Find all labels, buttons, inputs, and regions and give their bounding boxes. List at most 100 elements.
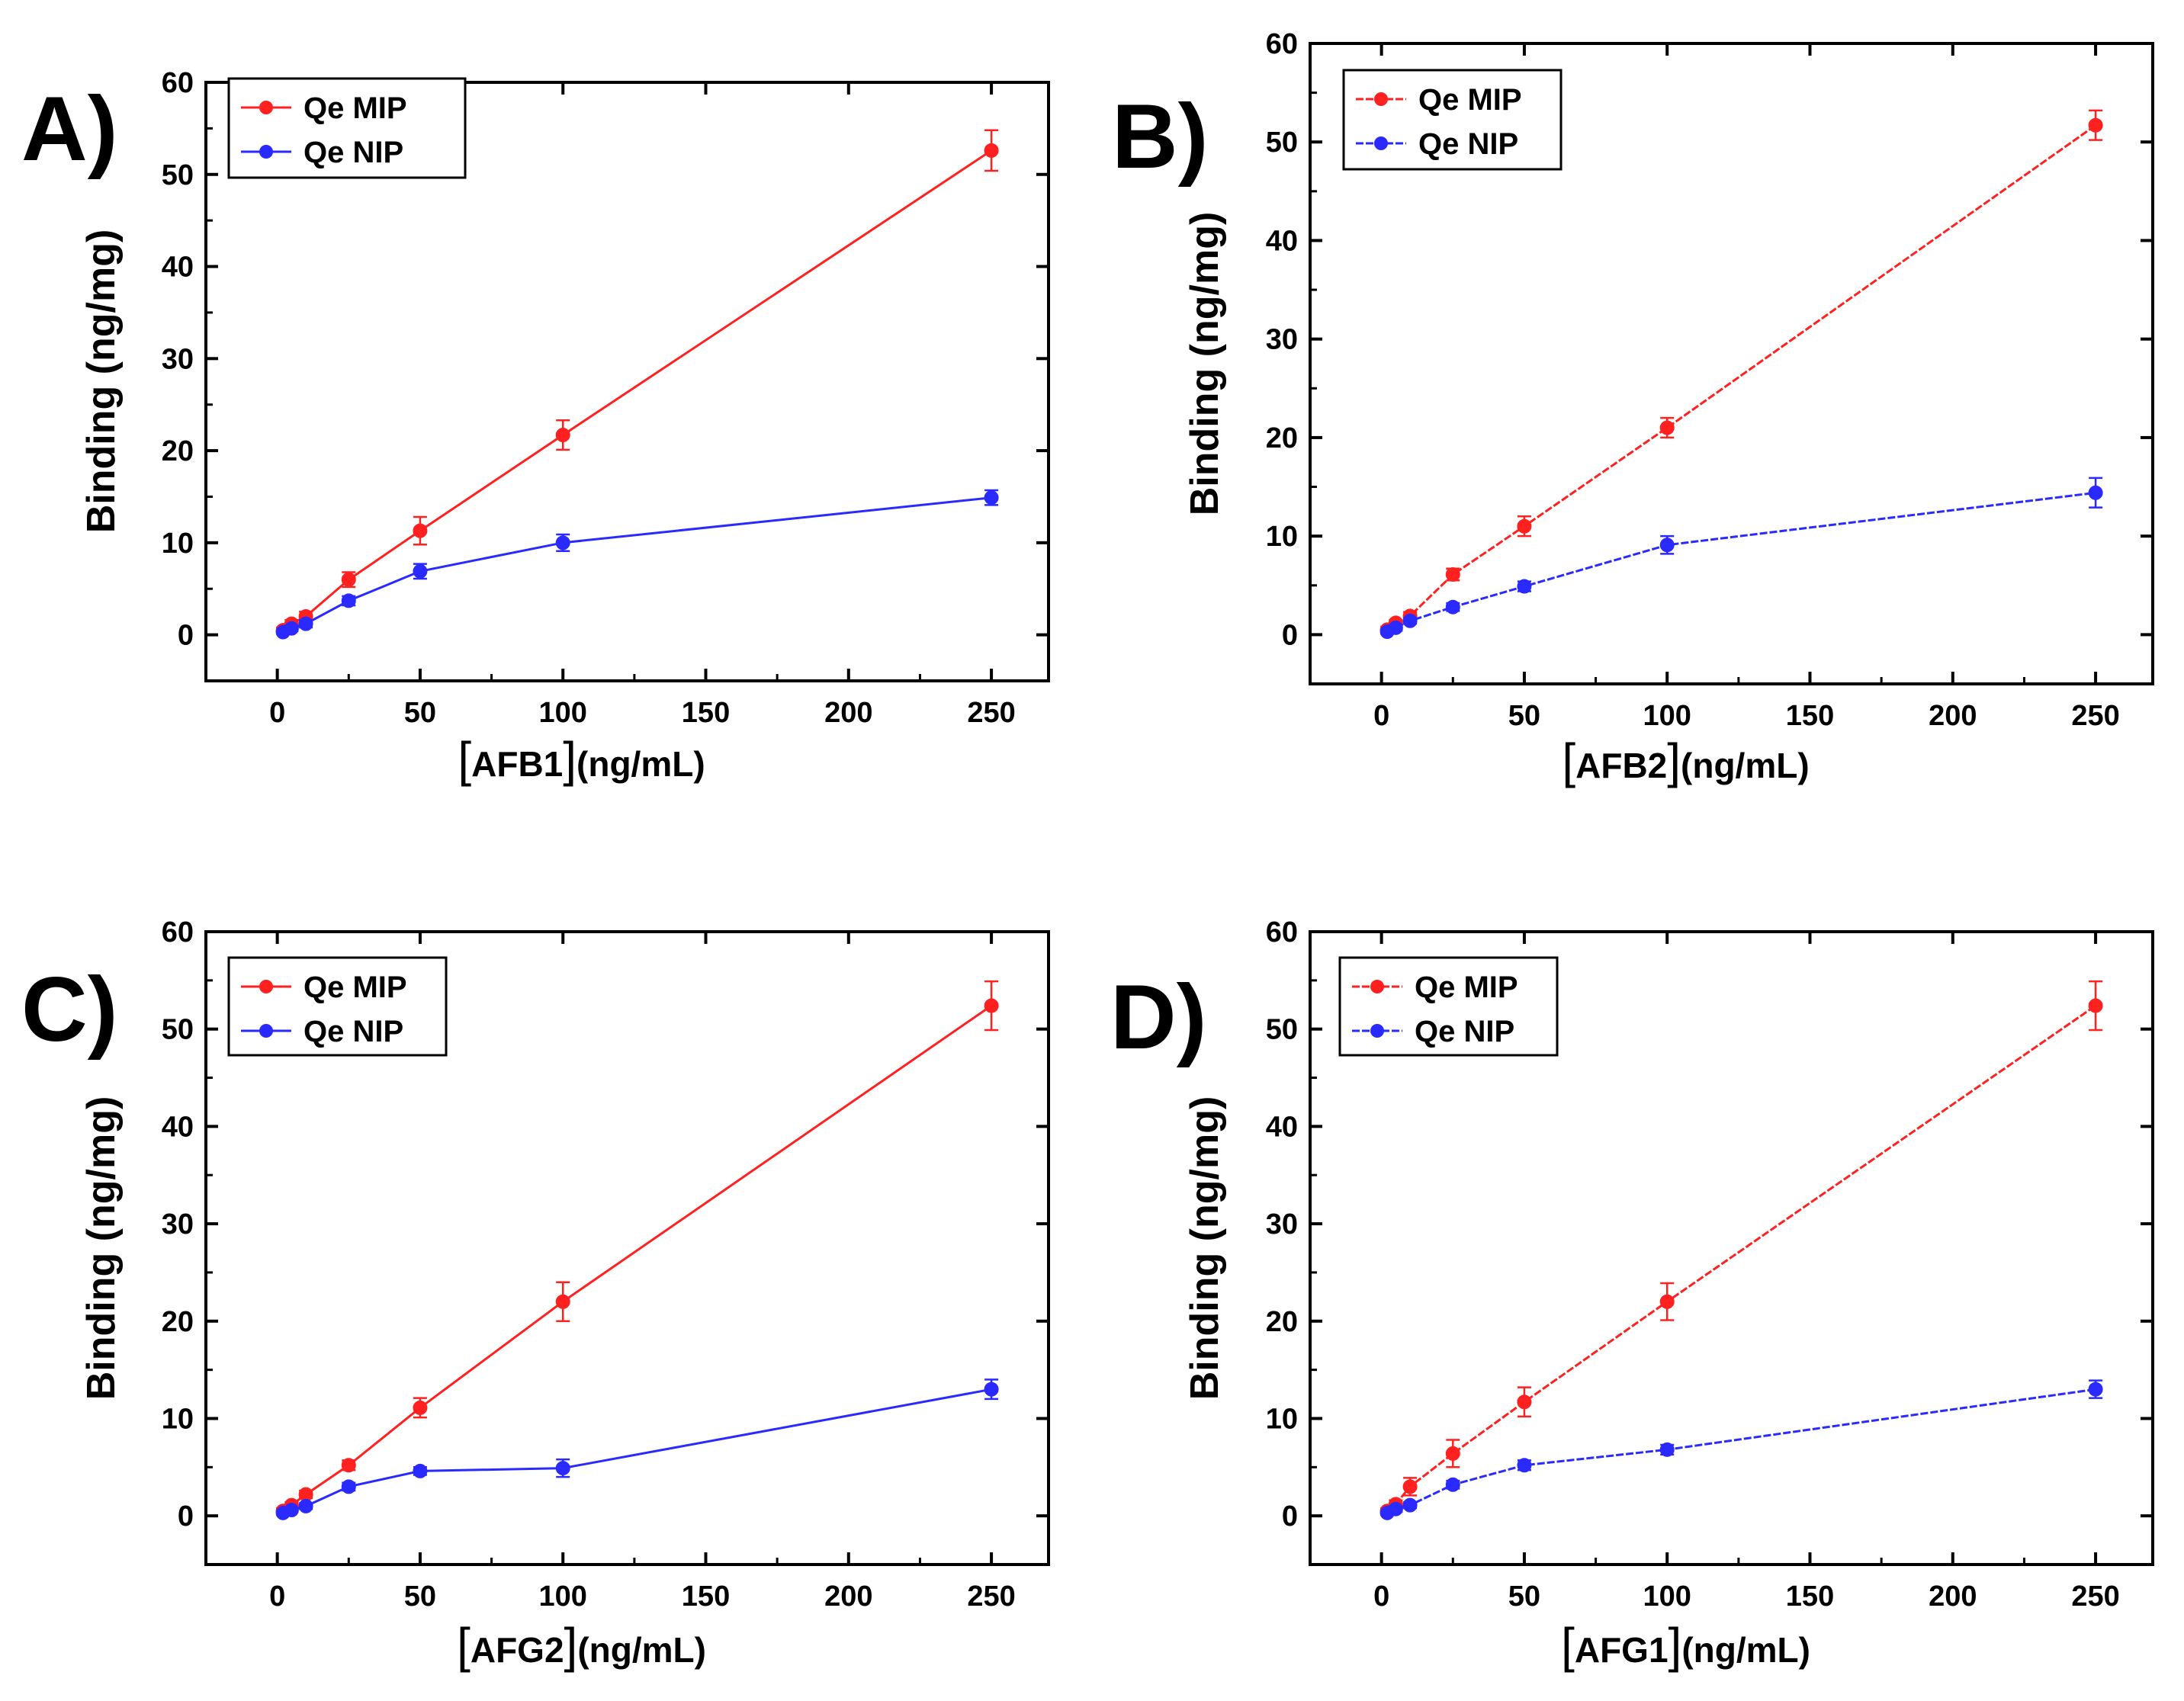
data-point <box>2088 998 2103 1013</box>
legend-swatch-marker <box>1370 980 1384 993</box>
y-tick-label: 20 <box>1266 1306 1298 1338</box>
data-point <box>984 143 999 158</box>
panel-label: C) <box>21 958 118 1061</box>
x-tick-label: 250 <box>967 1581 1015 1613</box>
data-point <box>1445 567 1460 583</box>
y-tick-label: 50 <box>1266 127 1298 159</box>
data-point <box>1445 1477 1460 1492</box>
y-axis-label: Binding (ng/mg) <box>1183 212 1227 516</box>
plot-frame <box>204 81 1050 682</box>
x-tick-label: 0 <box>1373 1581 1389 1613</box>
y-tick-label: 10 <box>162 1403 194 1435</box>
y-tick-label: 10 <box>162 528 194 560</box>
legend-label: Qe NIP <box>1418 127 1518 161</box>
data-point <box>2088 485 2103 500</box>
data-point <box>984 490 999 505</box>
legend-swatch-marker <box>1374 136 1388 150</box>
y-tick-label: 20 <box>162 435 194 467</box>
y-tick-label: 0 <box>178 1500 194 1533</box>
x-tick-label: 50 <box>404 1581 436 1613</box>
y-tick-label: 10 <box>1266 521 1298 553</box>
data-point <box>1659 420 1675 435</box>
data-point <box>284 1502 299 1517</box>
data-point <box>341 1479 356 1494</box>
data-point <box>413 563 428 579</box>
x-axis-label: [AFB1](ng/mL) <box>458 732 705 787</box>
series-qe-mip <box>275 980 999 1519</box>
y-tick-label: 40 <box>1266 1111 1298 1143</box>
legend-label: Qe NIP <box>304 136 403 169</box>
y-tick-label: 60 <box>162 67 194 99</box>
data-point <box>2088 1382 2103 1397</box>
x-tick-label: 50 <box>404 697 436 729</box>
data-point <box>298 616 313 631</box>
legend-box <box>227 77 467 179</box>
series-line <box>1386 491 2096 633</box>
x-tick-label: 150 <box>1786 700 1834 732</box>
series-qe-nip <box>1379 477 2103 640</box>
data-point <box>555 428 570 443</box>
x-tick-label: 0 <box>269 697 285 729</box>
x-tick-label: 100 <box>1643 700 1691 732</box>
x-tick-label: 200 <box>1929 1581 1977 1613</box>
series-line <box>1386 1004 2096 1512</box>
legend-label: Qe MIP <box>1418 83 1522 117</box>
x-tick-label: 0 <box>1373 700 1389 732</box>
x-tick-label: 200 <box>824 697 872 729</box>
data-point <box>1402 1497 1418 1513</box>
x-tick-label: 0 <box>269 1581 285 1613</box>
data-point <box>555 1461 570 1476</box>
x-tick-label: 50 <box>1508 700 1540 732</box>
y-tick-label: 0 <box>1282 1500 1298 1533</box>
y-axis-label: Binding (ng/mg) <box>1183 1096 1227 1401</box>
series-line <box>282 149 992 631</box>
y-tick-label: 20 <box>1266 422 1298 454</box>
legend-swatch-marker <box>1374 92 1388 106</box>
data-point <box>1517 518 1532 534</box>
chart-panel-afg2: 0 10 20 30 40 50 60 0 50 100 150 200 250 Binding (ng/… <box>21 916 1050 1673</box>
data-point <box>1402 1479 1418 1494</box>
x-tick-label: 250 <box>2071 1581 2119 1613</box>
data-point <box>555 1294 570 1309</box>
y-axis-label: Binding (ng/mg) <box>79 1096 124 1401</box>
data-point <box>1445 599 1460 615</box>
data-point <box>1445 1446 1460 1461</box>
y-tick-label: 50 <box>162 159 194 191</box>
legend-label: Qe NIP <box>1415 1015 1514 1048</box>
x-tick-label: 100 <box>539 1581 587 1613</box>
data-point <box>984 1382 999 1397</box>
data-point <box>341 593 356 608</box>
y-tick-label: 60 <box>162 916 194 948</box>
legend: Qe MIP Qe NIP <box>227 77 467 179</box>
data-point <box>284 621 299 636</box>
plot-frame <box>1309 930 2154 1566</box>
y-tick-label: 0 <box>178 620 194 652</box>
series-line <box>1386 124 2096 631</box>
legend-box <box>1338 956 1559 1057</box>
x-tick-label: 150 <box>1786 1581 1834 1613</box>
legend-label: Qe MIP <box>304 91 407 125</box>
panel-label: B) <box>1112 85 1209 188</box>
x-tick-label: 50 <box>1508 1581 1540 1613</box>
legend-swatch-marker <box>1370 1024 1384 1038</box>
legend-label: Qe NIP <box>304 1015 403 1048</box>
legend-box <box>227 956 448 1057</box>
x-axis-label: [AFG2](ng/mL) <box>457 1618 706 1673</box>
data-point <box>1659 1294 1675 1309</box>
y-tick-label: 40 <box>162 1111 194 1143</box>
legend: Qe MIP Qe NIP <box>227 956 448 1057</box>
data-point <box>413 1463 428 1478</box>
y-tick-label: 50 <box>1266 1014 1298 1046</box>
x-tick-label: 150 <box>682 697 730 729</box>
plot-frame <box>204 930 1050 1566</box>
panel-label: A) <box>21 78 118 180</box>
chart-panel-afg1: 0 10 20 30 40 50 60 0 50 100 150 200 250 Binding (ng/… <box>1110 916 2154 1673</box>
series-qe-mip <box>1379 980 2103 1519</box>
data-point <box>1517 579 1532 594</box>
y-tick-label: 40 <box>162 252 194 284</box>
legend-swatch-marker <box>259 101 273 114</box>
data-point <box>1659 538 1675 553</box>
series-qe-nip <box>275 1378 999 1520</box>
legend-box <box>1342 69 1563 171</box>
